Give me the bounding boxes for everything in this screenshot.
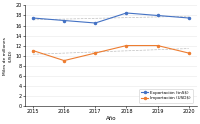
Line: Exportación (tnS$): Exportación (tnS$) (32, 12, 190, 24)
Exportación (tnS$) (188, 17, 190, 19)
Legend: Exportación (tnS$), Importación (USD$): Exportación (tnS$), Importación (USD$) (139, 89, 193, 103)
Importación (USD$) (32, 50, 34, 51)
Exportación (tnS$) (125, 12, 128, 14)
Exportación (tnS$) (32, 17, 34, 19)
Importación (USD$) (63, 60, 65, 61)
Exportación (tnS$) (94, 22, 96, 24)
Importación (USD$) (94, 52, 96, 54)
Importación (USD$) (188, 52, 190, 54)
Exportación (tnS$) (156, 15, 159, 16)
Importación (USD$) (125, 45, 128, 46)
Importación (USD$) (156, 45, 159, 46)
X-axis label: Año: Año (106, 116, 116, 121)
Y-axis label: Miles de millones
(USD): Miles de millones (USD) (3, 37, 13, 75)
Exportación (tnS$) (63, 20, 65, 21)
Line: Importación (USD$): Importación (USD$) (32, 45, 190, 62)
